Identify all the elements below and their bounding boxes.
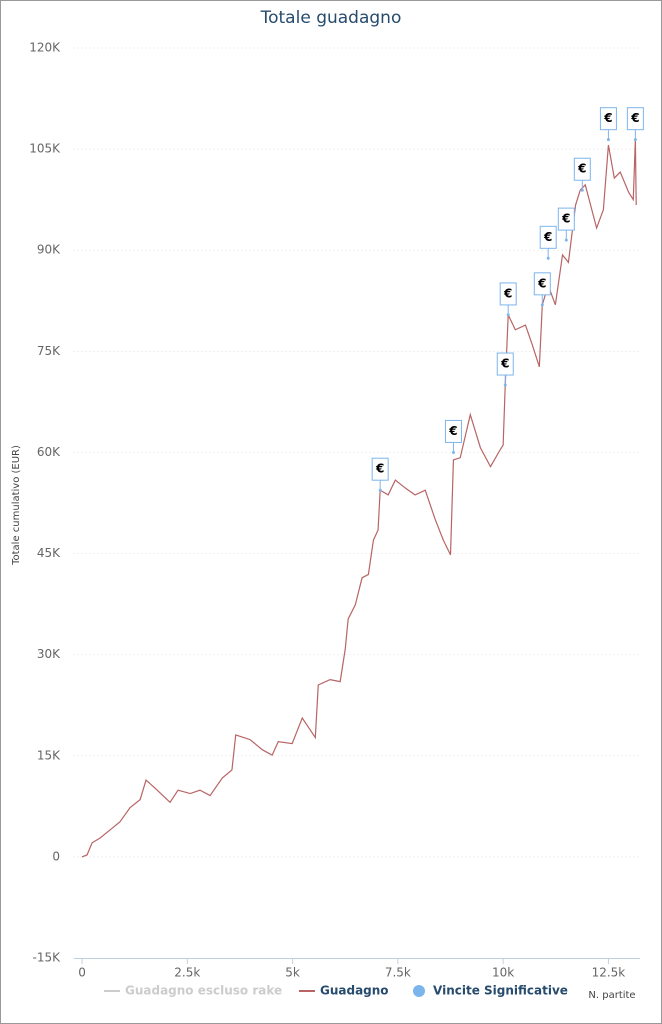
flag-box [557,207,575,231]
y-tick-label: 15K [37,748,61,762]
flag-label: € [503,286,512,300]
x-tick-label: 12.5k [592,966,626,980]
legend-symbol [413,985,425,997]
flag: € [539,225,557,260]
series-line [81,139,637,858]
y-tick-label: 0 [52,849,60,863]
flag-box [626,107,644,131]
flag-label: € [500,357,509,371]
flag-box [573,157,591,181]
flag-point [540,303,544,307]
flag-point [378,488,382,492]
y-tick-label: 45K [37,546,61,560]
flag-point [503,383,507,387]
flag-point [451,450,455,454]
flag-point [564,238,568,242]
x-tick-label: 0 [78,966,86,980]
flag-point [606,138,610,142]
flag: € [557,207,575,242]
flag-box [444,419,462,443]
flag: € [533,272,551,307]
y-axis-title: Totale cumulativo (EUR) [11,445,22,566]
flag-label: € [543,230,552,244]
x-tick-label: 7.5k [385,966,411,980]
x-tick-label: 10k [492,966,514,980]
y-tick-label: 120K [29,41,61,55]
x-axis-title: N. partite [588,990,635,1001]
flag: € [499,282,517,317]
legend-label: Guadagno escluso rake [125,984,282,998]
flag: € [626,107,644,142]
flag-label: € [537,276,546,290]
legend-label: Vincite Significative [433,984,568,998]
legend-label: Guadagno [320,984,389,998]
y-tick-label: 90K [37,243,61,257]
flag-label: € [561,212,570,226]
y-tick-label: 30K [37,647,61,661]
y-tick-label: -15K [33,951,62,965]
y-tick-label: 75K [37,344,61,358]
flag-box [599,107,617,131]
flag: € [496,352,514,387]
x-tick-label: 2.5k [174,966,200,980]
flag-label: € [448,424,457,438]
flag-box [496,352,514,376]
flag: € [573,157,591,192]
flag-label: € [375,462,384,476]
flag-label: € [603,111,612,125]
y-tick-label: 105K [29,142,61,156]
flag-box [539,225,557,249]
flag-point [546,256,550,260]
flag-point [580,188,584,192]
x-tick-label: 5k [285,966,300,980]
flag-point [506,313,510,317]
flag-label: € [577,162,586,176]
flag: € [371,457,389,492]
flag-point [633,138,637,142]
flag-box [533,272,551,296]
flag: € [599,107,617,142]
flag-box [499,282,517,306]
flag-box [371,457,389,481]
y-tick-label: 60K [37,445,61,459]
flag-label: € [630,111,639,125]
chart-title: Totale guadagno [260,8,402,28]
flag: € [444,419,462,454]
